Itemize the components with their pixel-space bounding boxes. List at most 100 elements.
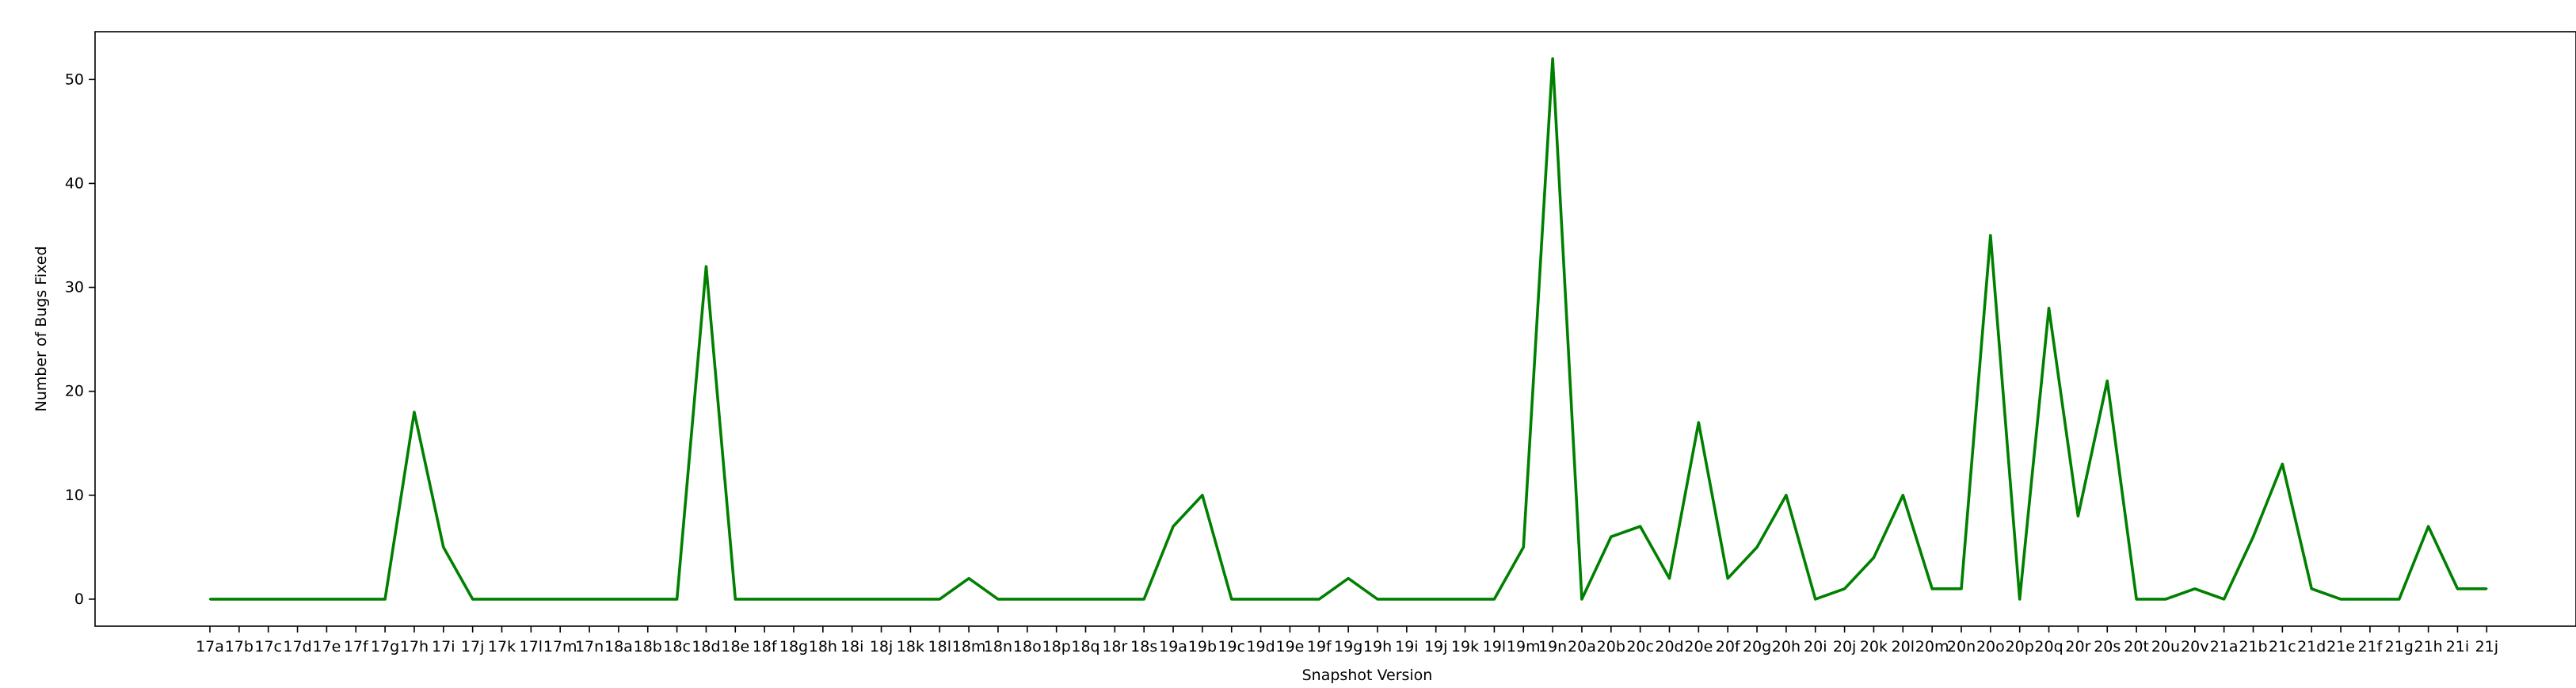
x-tick-label: 20b: [1597, 638, 1625, 656]
data-point: [238, 598, 241, 601]
data-point: [1405, 598, 1408, 601]
x-tick-label: 21e: [2326, 638, 2355, 656]
data-point: [1084, 598, 1087, 601]
data-point: [1376, 598, 1379, 601]
series-layer: [208, 57, 2488, 601]
x-tick-label: 20h: [1772, 638, 1801, 656]
data-point: [1785, 494, 1788, 496]
data-point: [355, 598, 357, 601]
data-point: [2311, 587, 2313, 590]
data-point: [734, 598, 737, 601]
x-tick-label: 20t: [2124, 638, 2149, 656]
x-axis-label: Snapshot Version: [1302, 667, 1433, 684]
data-point: [1114, 598, 1116, 601]
data-point: [1026, 598, 1029, 601]
x-tick-label: 19e: [1276, 638, 1305, 656]
x-tick-label: 19j: [1424, 638, 1447, 656]
x-tick-label: 20v: [2181, 638, 2208, 656]
x-tick-label: 20o: [1976, 638, 2005, 656]
x-axis: 17a 17b 17c 17d 17e 17f 17g 17h 17i 17j 17k 17l 17m1…: [196, 626, 2498, 656]
data-point: [442, 546, 444, 548]
data-point: [763, 598, 766, 601]
data-point: [2486, 587, 2488, 590]
x-tick-label: 19f: [1307, 638, 1332, 656]
x-tick-label: 17g: [371, 638, 399, 656]
data-point: [1698, 421, 1700, 424]
x-tick-label: 17m: [543, 638, 577, 656]
x-tick-label: 20m: [1915, 638, 1949, 656]
series-line-0: [210, 57, 2487, 601]
x-tick-label: 17j: [461, 638, 484, 656]
data-point: [1551, 57, 1554, 60]
data-point: [1259, 598, 1262, 601]
data-point: [1989, 234, 1992, 237]
y-axis-label: Number of Bugs Fixed: [32, 246, 50, 411]
x-tick-label: 17b: [225, 638, 253, 656]
data-point: [939, 598, 941, 601]
x-tick-label: 18a: [604, 638, 633, 656]
x-tick-label: 19a: [1159, 638, 1187, 656]
x-tick-label: 19m: [1507, 638, 1541, 656]
data-point: [471, 598, 474, 601]
data-point: [413, 411, 416, 414]
data-point: [1902, 494, 1904, 496]
data-point: [2135, 598, 2138, 601]
data-point: [383, 598, 387, 601]
data-point: [1727, 577, 1729, 579]
x-tick-label: 17f: [344, 638, 369, 656]
x-tick-label: 20l: [1892, 638, 1915, 656]
x-tick-label: 17k: [488, 638, 516, 656]
x-tick-label: 18l: [928, 638, 951, 656]
x-tick-label: 17c: [254, 638, 282, 656]
data-point: [1522, 546, 1525, 548]
y-tick-label: 10: [65, 487, 84, 504]
data-point: [296, 598, 299, 601]
data-point: [1493, 598, 1496, 601]
x-tick-label: 21j: [2475, 638, 2498, 656]
y-tick-label: 50: [65, 71, 84, 88]
x-tick-label: 18m: [952, 638, 986, 656]
x-tick-label: 20r: [2065, 638, 2090, 656]
data-point: [2339, 598, 2342, 601]
data-point: [2368, 598, 2372, 601]
x-tick-label: 19i: [1395, 638, 1418, 656]
x-tick-label: 18d: [692, 638, 720, 656]
data-point: [821, 598, 825, 601]
x-tick-label: 18j: [870, 638, 893, 656]
data-point: [1610, 536, 1613, 538]
x-tick-label: 21i: [2446, 638, 2469, 656]
x-tick-label: 20g: [1743, 638, 1771, 656]
x-tick-label: 17d: [283, 638, 311, 656]
x-tick-label: 20c: [1626, 638, 1654, 656]
data-point: [1814, 598, 1816, 601]
data-point: [2398, 598, 2400, 601]
x-tick-label: 21a: [2210, 638, 2239, 656]
x-tick-label: 18g: [779, 638, 808, 656]
x-tick-label: 21h: [2414, 638, 2442, 656]
x-tick-label: 17l: [520, 638, 543, 656]
x-tick-label: 18h: [809, 638, 837, 656]
x-tick-label: 20j: [1833, 638, 1856, 656]
data-point: [501, 598, 503, 601]
data-point: [208, 598, 211, 601]
data-point: [851, 598, 853, 601]
data-point: [326, 598, 328, 601]
data-point: [909, 598, 912, 601]
data-point: [1055, 598, 1057, 601]
data-point: [1435, 598, 1437, 601]
x-tick-label: 19k: [1451, 638, 1479, 656]
x-tick-label: 18c: [663, 638, 691, 656]
x-tick-label: 20e: [1684, 638, 1713, 656]
x-tick-label: 17h: [400, 638, 429, 656]
data-point: [2223, 598, 2225, 601]
y-tick-label: 20: [65, 383, 84, 400]
data-point: [996, 598, 1000, 601]
plot-area-frame: [94, 31, 2576, 627]
x-tick-label: 18n: [984, 638, 1012, 656]
data-point: [2281, 463, 2284, 465]
data-point: [2048, 307, 2050, 309]
x-tick-label: 20p: [2006, 638, 2034, 656]
data-point: [1755, 546, 1759, 548]
data-point: [1464, 598, 1466, 601]
